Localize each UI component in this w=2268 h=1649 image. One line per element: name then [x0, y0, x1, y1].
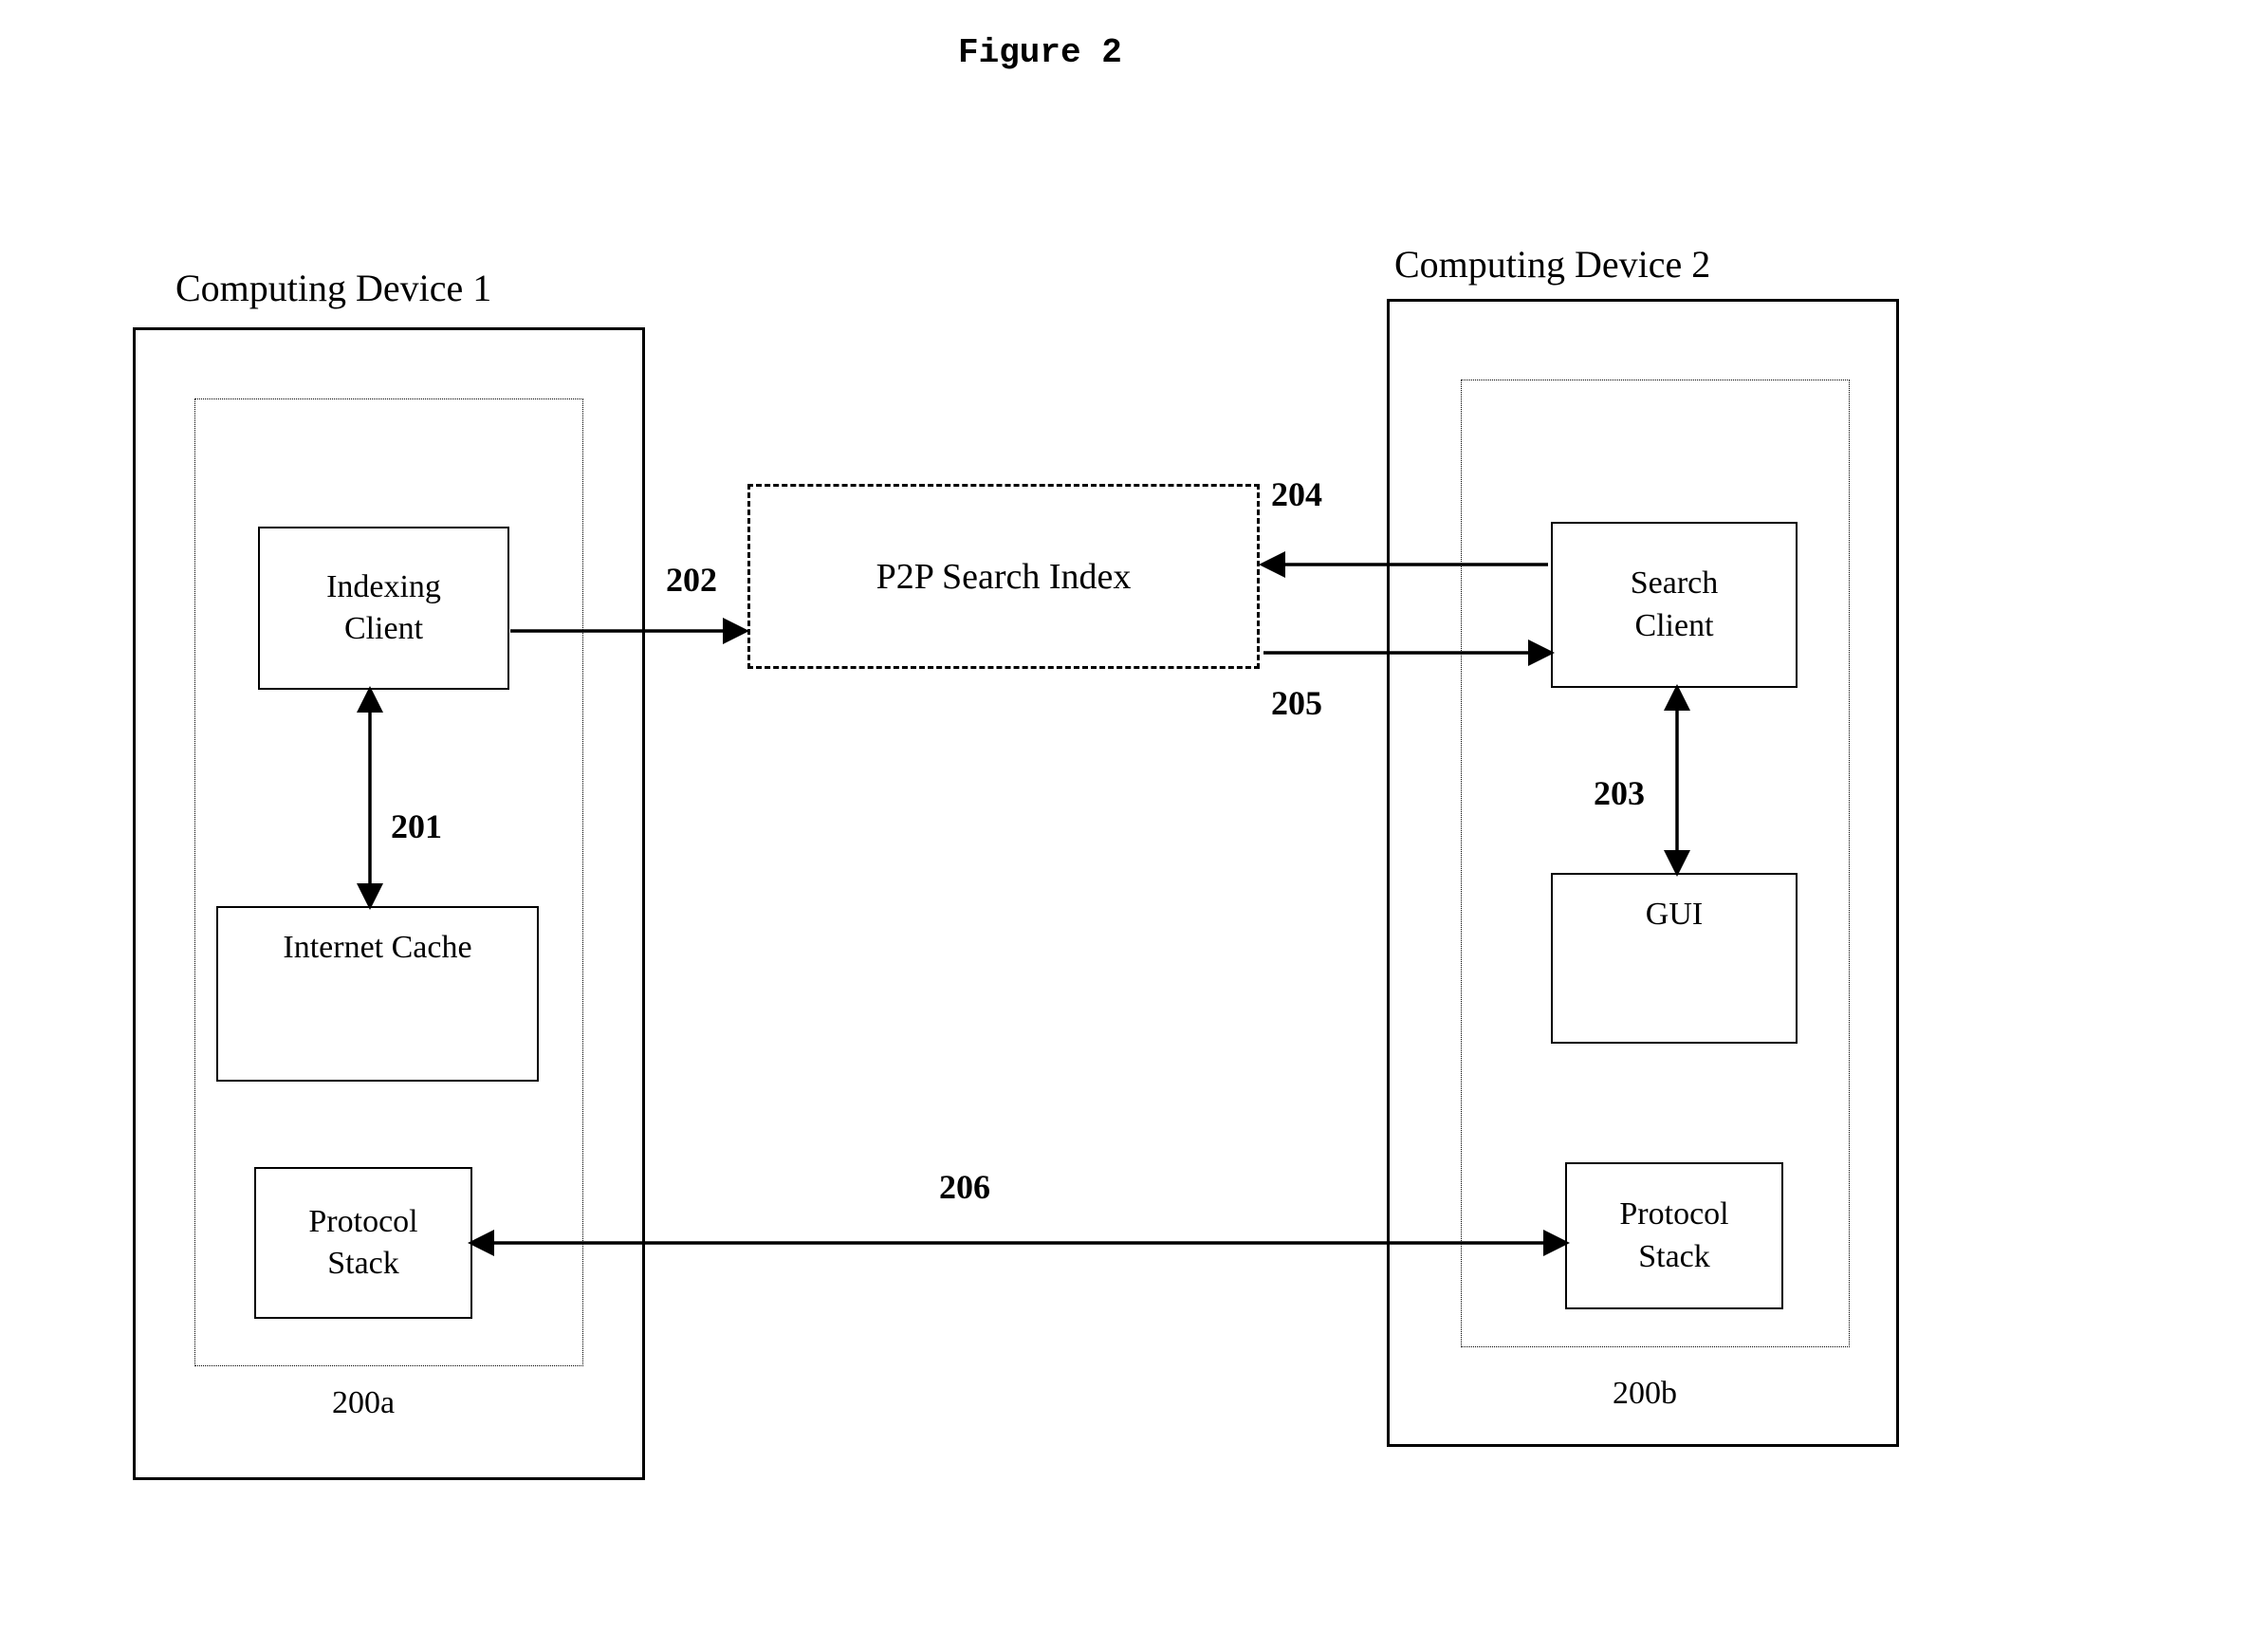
node-gui-text: GUI — [1646, 894, 1703, 936]
node-search-client-text: SearchClient — [1631, 563, 1719, 646]
node-indexing-client: IndexingClient — [258, 527, 509, 690]
figure-title: Figure 2 — [958, 33, 1122, 72]
edge-label-203: 203 — [1594, 773, 1645, 813]
device-1-label: Computing Device 1 — [175, 266, 491, 310]
edge-label-201: 201 — [391, 806, 442, 846]
edge-label-202: 202 — [666, 560, 717, 600]
node-indexing-client-text: IndexingClient — [326, 566, 441, 650]
node-internet-cache: Internet Cache — [216, 906, 539, 1082]
device-2-label: Computing Device 2 — [1394, 242, 1710, 287]
edge-label-205: 205 — [1271, 683, 1322, 723]
node-internet-cache-text: Internet Cache — [283, 927, 471, 969]
node-search-client: SearchClient — [1551, 522, 1798, 688]
node-gui: GUI — [1551, 873, 1798, 1044]
edge-label-206: 206 — [939, 1167, 990, 1207]
node-protocol-stack-1: ProtocolStack — [254, 1167, 472, 1319]
device-1-sub-label: 200a — [332, 1385, 395, 1421]
device-2-sub-label: 200b — [1613, 1376, 1677, 1412]
node-protocol-stack-2-text: ProtocolStack — [1619, 1194, 1728, 1277]
node-p2p-search-index-text: P2P Search Index — [876, 556, 1132, 598]
node-p2p-search-index: P2P Search Index — [747, 484, 1260, 669]
node-protocol-stack-1-text: ProtocolStack — [308, 1201, 417, 1285]
edge-label-204: 204 — [1271, 474, 1322, 514]
node-protocol-stack-2: ProtocolStack — [1565, 1162, 1783, 1309]
